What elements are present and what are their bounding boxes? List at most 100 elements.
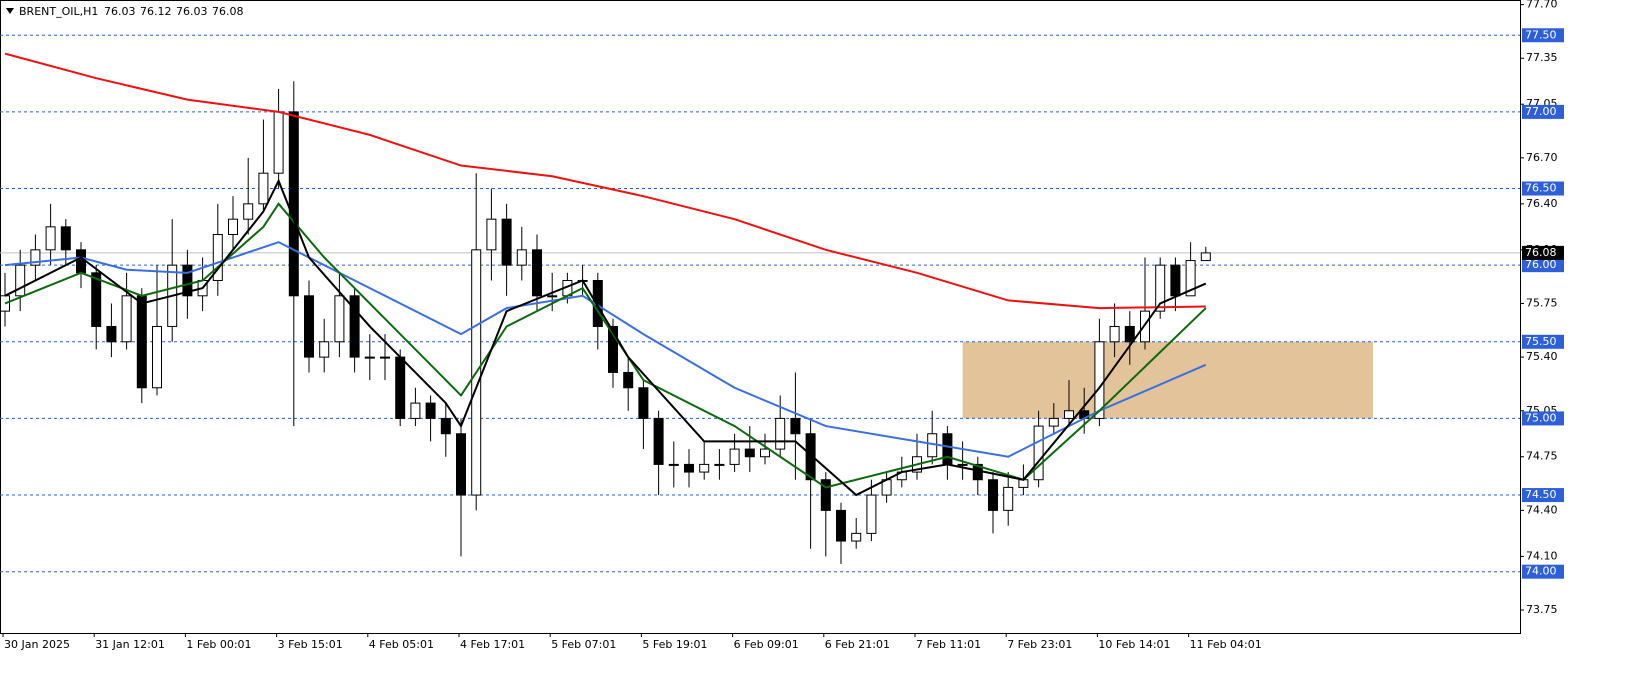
candle-body — [1124, 325, 1135, 343]
level-label: 77.00 — [1525, 105, 1557, 118]
candle-body — [136, 295, 147, 389]
level-label: 75.50 — [1525, 335, 1557, 348]
candle-body — [942, 433, 953, 465]
level-label-box — [1522, 258, 1564, 273]
y-tick-label: 74.40 — [1526, 503, 1558, 516]
candle-body — [364, 356, 375, 359]
x-tick-label: 11 Feb 04:01 — [1190, 638, 1262, 651]
candle-body — [1109, 325, 1120, 343]
candle-body — [1200, 252, 1211, 262]
candle-body — [60, 226, 71, 251]
candle-body — [304, 295, 314, 358]
candle-body — [212, 234, 223, 281]
candle-body — [1018, 479, 1029, 488]
level-label-box — [1522, 181, 1564, 196]
candle-body — [1185, 260, 1196, 297]
moving-average — [4, 178, 1207, 497]
candle-body — [866, 494, 877, 534]
level-label: 76.50 — [1525, 182, 1557, 195]
y-tick-label: 77.35 — [1526, 51, 1558, 64]
ohlc-open: 76.03 — [104, 5, 136, 18]
candle-body — [243, 203, 254, 220]
candle-body — [501, 218, 512, 266]
candle-body — [775, 417, 786, 450]
x-tick-label: 4 Feb 05:01 — [369, 638, 434, 651]
candle-body — [440, 417, 451, 435]
candle-body — [638, 387, 649, 419]
menu-arrow — [6, 8, 14, 14]
candle-body — [1170, 264, 1181, 297]
moving-average — [4, 52, 1206, 310]
y-tick-label: 75.75 — [1526, 296, 1558, 309]
level-label-box — [1522, 334, 1564, 349]
candle-body — [273, 111, 284, 174]
candle-body — [820, 479, 831, 511]
y-tick-label: 73.75 — [1526, 603, 1558, 616]
candle-body — [1033, 425, 1044, 481]
zone — [962, 341, 1373, 419]
candle-body — [744, 448, 755, 458]
candle-body — [1064, 410, 1074, 419]
candle-body — [668, 463, 679, 466]
candle-body — [547, 295, 558, 298]
y-tick-label: 74.10 — [1526, 549, 1558, 562]
candle-body — [456, 433, 466, 496]
header: BRENT_OIL,H1 76.03 76.12 76.03 76.08 — [6, 5, 244, 18]
moving-average — [4, 241, 1207, 458]
candle-body — [653, 417, 664, 465]
candle-body — [805, 433, 816, 481]
level-label: 77.50 — [1525, 28, 1557, 41]
candle-body — [851, 532, 862, 542]
candle-body — [106, 325, 117, 343]
candle-body — [1140, 310, 1150, 343]
candle-body — [380, 356, 390, 359]
candle-body — [729, 448, 740, 465]
candle-body — [532, 249, 542, 297]
x-tick-label: 5 Feb 19:01 — [642, 638, 707, 651]
y-tick-label: 77.70 — [1526, 0, 1558, 11]
x-tick-label: 30 Jan 2025 — [4, 638, 70, 651]
candle-body — [988, 479, 998, 511]
x-tick-label: 4 Feb 17:01 — [460, 638, 525, 651]
candle-body — [349, 295, 360, 358]
level-label-box — [1522, 564, 1564, 579]
candle-body — [91, 272, 102, 327]
candle-body — [957, 463, 968, 466]
x-tick-label: 31 Jan 12:01 — [95, 638, 165, 651]
y-tick-label: 76.40 — [1526, 197, 1558, 210]
candle-body — [410, 402, 421, 419]
level-label: 75.00 — [1525, 411, 1557, 424]
candle-body — [76, 249, 86, 274]
price-label: 76.08 — [1525, 246, 1557, 259]
y-tick-label: 74.75 — [1526, 450, 1558, 463]
candle-body — [395, 356, 406, 419]
candle-body — [608, 325, 618, 373]
candle-body — [15, 264, 26, 297]
candle-body — [334, 295, 345, 343]
candle-body — [486, 218, 497, 251]
candle-body — [258, 172, 269, 205]
candle-body — [699, 463, 710, 473]
y-tick-label: 76.70 — [1526, 151, 1558, 164]
x-tick-label: 7 Feb 11:01 — [916, 638, 981, 651]
level-label: 74.50 — [1525, 488, 1557, 501]
x-tick-label: 10 Feb 14:01 — [1098, 638, 1170, 651]
ohlc-high: 76.12 — [140, 5, 172, 18]
price-label-box — [1522, 245, 1564, 260]
candle-body — [121, 295, 132, 343]
level-label-box — [1522, 411, 1564, 426]
candle-body — [623, 371, 634, 389]
candle-body — [228, 218, 238, 236]
ohlc-low: 76.03 — [176, 5, 208, 18]
candle-body — [1048, 417, 1059, 427]
level-label-box — [1522, 488, 1564, 503]
candle-body — [288, 111, 299, 297]
candle-body — [425, 402, 436, 419]
moving-average — [4, 202, 1207, 489]
level-label: 74.00 — [1525, 565, 1557, 578]
candle-body — [182, 264, 193, 297]
level-label-box — [1522, 104, 1564, 119]
candle-body — [152, 325, 162, 389]
candle-body — [1155, 264, 1166, 312]
